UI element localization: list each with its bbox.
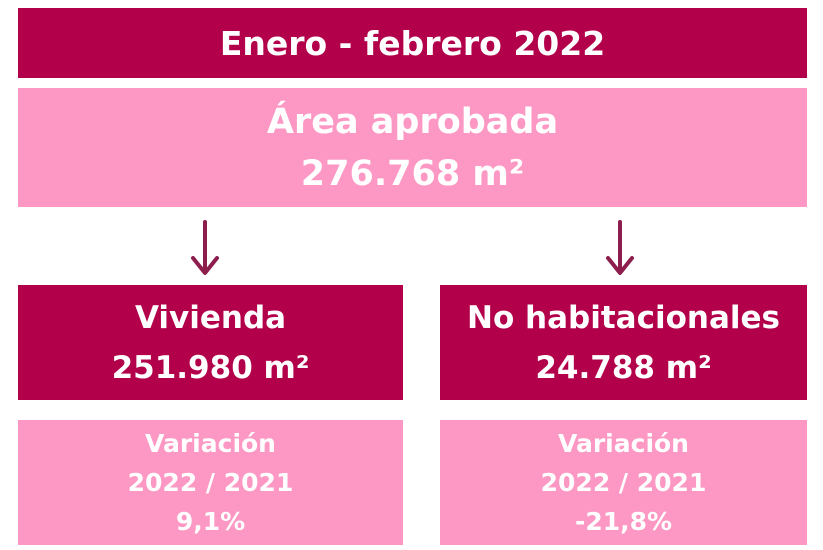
arrow-head xyxy=(606,256,634,275)
variation-box: Variación 2022 / 2021 9,1% xyxy=(18,420,403,545)
header-title: Enero - febrero 2022 xyxy=(219,23,606,63)
branch-box: No habitacionales 24.788 m² xyxy=(440,285,807,400)
arrow-head xyxy=(191,256,219,275)
variation-value: 9,1% xyxy=(175,507,246,536)
branch-value: 24.788 m² xyxy=(535,349,712,386)
variation-period: 2022 / 2021 xyxy=(127,468,294,497)
branch-label: Vivienda xyxy=(134,299,287,336)
total-label: Área aprobada xyxy=(266,101,559,142)
branch-box: Vivienda 251.980 m² xyxy=(18,285,403,400)
variation-box: Variación 2022 / 2021 -21,8% xyxy=(440,420,807,545)
total-box: Área aprobada 276.768 m² xyxy=(18,88,807,207)
header-box: Enero - febrero 2022 xyxy=(18,8,807,78)
variation-period: 2022 / 2021 xyxy=(540,468,707,497)
variation-label: Variación xyxy=(558,429,689,458)
total-value: 276.768 m² xyxy=(300,153,525,194)
branch-label: No habitacionales xyxy=(467,299,780,336)
variation-label: Variación xyxy=(145,429,276,458)
branch-value: 251.980 m² xyxy=(111,349,310,386)
variation-value: -21,8% xyxy=(574,507,673,536)
